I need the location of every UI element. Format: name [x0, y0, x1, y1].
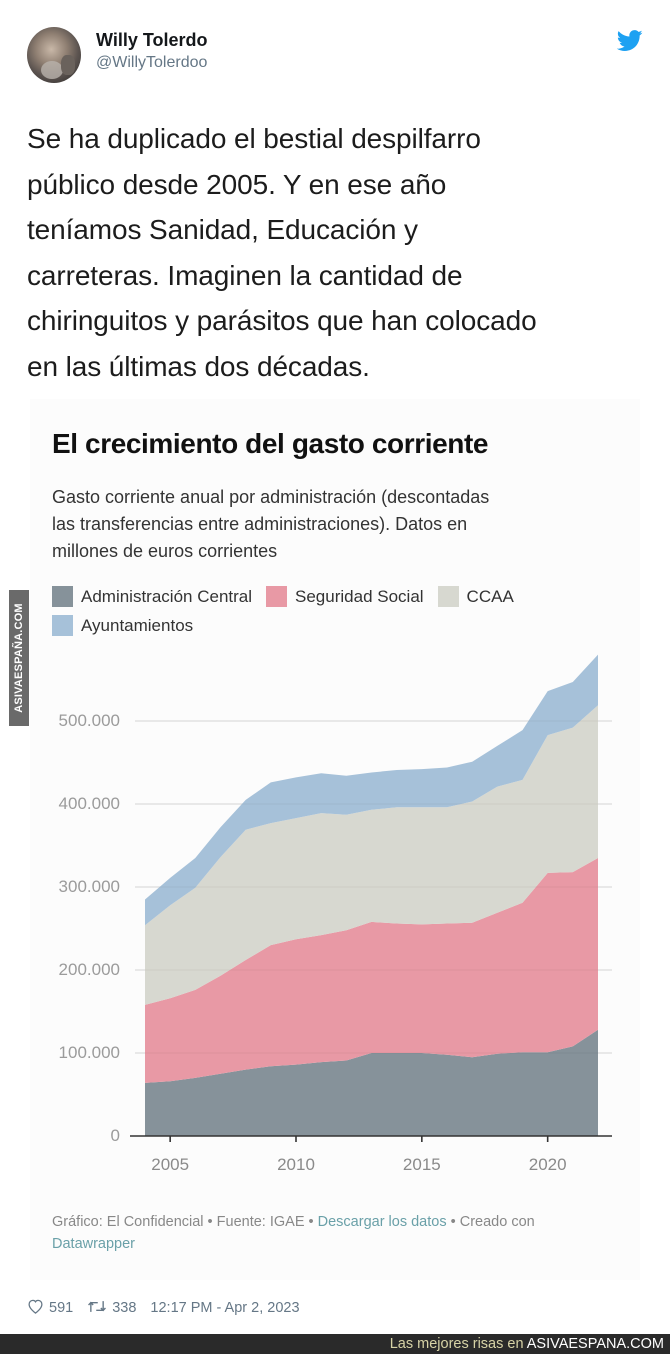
y-tick-label: 200.000	[58, 960, 120, 979]
legend-label: Seguridad Social	[295, 586, 424, 606]
like-count: 591	[49, 1300, 74, 1316]
avatar-beard	[41, 61, 63, 79]
legend-item-seguridad-social: Seguridad Social	[266, 586, 424, 607]
chart-source: Gráfico: El Confidencial • Fuente: IGAE …	[52, 1211, 632, 1255]
footer-text: Las mejores risas en ASIVAESPANA.COM	[390, 1336, 664, 1352]
retweet-icon[interactable]	[87, 1299, 107, 1318]
legend-swatch	[437, 586, 459, 607]
tweet-stats: 591 338 12:17 PM - Apr 2, 2023	[27, 1298, 300, 1318]
tweet-text: Se ha duplicado el bestial despilfarro p…	[27, 116, 647, 389]
y-tick-label: 0	[110, 1126, 120, 1145]
author-avatar[interactable]	[27, 27, 81, 83]
twitter-bird-icon[interactable]	[617, 30, 643, 52]
footer-tagline: Las mejores risas en	[389, 1336, 527, 1352]
tweet-text-line: Se ha duplicado el bestial despilfarro	[27, 123, 481, 154]
download-data-link[interactable]: Descargar los datos	[317, 1214, 447, 1230]
legend-label: Administración Central	[81, 586, 253, 606]
chart-subtitle: Gasto corriente anual por administración…	[52, 484, 489, 565]
chart-subtitle-line: las transferencias entre administracione…	[52, 514, 468, 534]
tweet-text-line: teníamos Sanidad, Educación y	[27, 214, 418, 245]
x-tick-label: 2020	[528, 1155, 567, 1174]
footer-brand[interactable]: ASIVAESPANA.COM	[526, 1336, 664, 1352]
retweet-count: 338	[112, 1300, 137, 1316]
chart-title: El crecimiento del gasto corriente	[52, 428, 489, 459]
legend-swatch	[52, 586, 73, 607]
x-tick-label: 2010	[277, 1155, 315, 1174]
tweet-timestamp[interactable]: 12:17 PM - Apr 2, 2023	[150, 1300, 300, 1316]
legend-swatch	[266, 586, 288, 607]
author-name[interactable]: Willy Tolerdo	[96, 30, 208, 50]
y-tick-label: 300.000	[58, 877, 120, 896]
site-footer-bar: Las mejores risas en ASIVAESPANA.COM	[0, 1334, 670, 1354]
heart-icon[interactable]	[27, 1298, 44, 1318]
chart-legend: Administración Central Seguridad Social …	[52, 582, 612, 640]
avatar-hand	[61, 55, 75, 75]
x-tick-label: 2015	[402, 1155, 441, 1174]
legend-label: Ayuntamientos	[81, 615, 194, 635]
y-tick-label: 100.000	[58, 1043, 120, 1062]
tweet-text-line: carreteras. Imaginen la cantidad de	[27, 259, 463, 291]
watermark-text: ASIVAESPAÑA.COM	[13, 603, 25, 713]
legend-label: CCAA	[466, 586, 514, 606]
chart-subtitle-line: millones de euros corrientes	[52, 541, 278, 561]
legend-swatch	[52, 615, 73, 636]
legend-item-central: Administración Central	[52, 586, 252, 607]
tweet-text-line: en las últimas dos décadas.	[27, 350, 370, 382]
tweet-text-line: chiringuitos y parásitos que han colocad…	[27, 305, 537, 336]
legend-item-ayuntamientos: Ayuntamientos	[52, 615, 193, 636]
x-tick-label: 2005	[151, 1155, 190, 1174]
source-created-with: • Creado con	[446, 1214, 535, 1230]
tweet-text-line: público desde 2005. Y en ese año	[27, 168, 447, 200]
legend-item-ccaa: CCAA	[437, 586, 514, 607]
author-handle[interactable]: @WillyTolerdoo	[96, 54, 208, 71]
y-tick-label: 500.000	[58, 711, 120, 730]
chart-subtitle-line: Gasto corriente anual por administración…	[52, 487, 490, 507]
datawrapper-link[interactable]: Datawrapper	[52, 1236, 136, 1252]
watermark: ASIVAESPAÑA.COM	[9, 590, 29, 726]
y-tick-label: 400.000	[58, 794, 120, 813]
source-text: Gráfico: El Confidencial • Fuente: IGAE …	[52, 1214, 318, 1230]
